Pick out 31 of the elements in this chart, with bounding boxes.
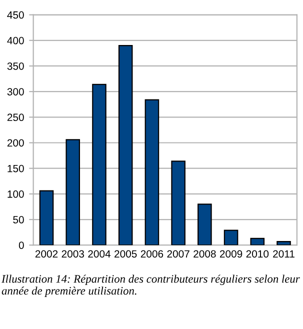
y-tick-label: 200: [7, 139, 24, 147]
x-tick-label: 2007: [167, 250, 190, 258]
bar: [92, 84, 106, 246]
bar: [39, 190, 54, 246]
bar: [171, 160, 186, 246]
y-tick-label: 400: [7, 36, 24, 44]
bar: [250, 238, 265, 246]
x-tick-label: 2004: [88, 250, 111, 258]
bar: [224, 230, 238, 246]
x-tick-label: 2011: [273, 250, 294, 258]
x-tick-label: 2008: [194, 250, 216, 258]
bar: [66, 139, 80, 246]
bar: [144, 99, 160, 246]
x-tick-label: 2009: [220, 250, 242, 258]
y-tick-label: 250: [7, 114, 24, 122]
bar: [276, 240, 291, 246]
x-tick-label: 2010: [246, 250, 269, 258]
y-tick-label: 450: [7, 11, 24, 19]
y-tick-label: 100: [8, 190, 24, 198]
y-tick-label: 0: [18, 242, 24, 249]
text: Illustration 14: Répartition des contributeurs réguliers selon leur année de première utilisation.: [1, 274, 300, 297]
x-tick-label: 2002: [35, 250, 58, 258]
y-tick-label: 300: [7, 88, 24, 96]
y-tick-label: 50: [13, 216, 24, 224]
x-tick-label: 2005: [114, 250, 137, 258]
y-tick-label: 150: [8, 164, 24, 172]
bar: [198, 204, 212, 246]
x-tick-label: 2006: [140, 250, 164, 258]
y-tick-label: 350: [7, 62, 24, 70]
x-tick-label: 2003: [62, 250, 84, 258]
bar: [118, 44, 133, 246]
